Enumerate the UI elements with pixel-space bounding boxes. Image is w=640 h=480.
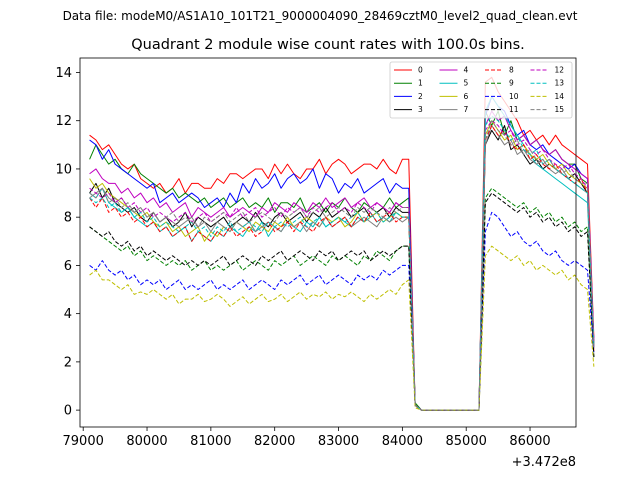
legend-label-3: 3 [418, 105, 423, 114]
legend-label-10: 10 [509, 92, 519, 101]
x-tick-label: 83000 [318, 434, 359, 449]
y-tick-label: 2 [64, 355, 72, 370]
legend-label-6: 6 [464, 92, 469, 101]
series-line-12 [89, 120, 595, 411]
series-line-3 [89, 125, 595, 411]
series-line-4 [89, 110, 595, 411]
legend-label-11: 11 [509, 105, 519, 114]
legend-label-12: 12 [555, 66, 565, 75]
legend-label-1: 1 [418, 79, 423, 88]
x-tick-label: 82000 [254, 434, 295, 449]
series-line-15 [89, 120, 595, 411]
x-tick-label: 86000 [509, 434, 550, 449]
series-line-6 [89, 120, 595, 411]
series-line-13 [89, 115, 595, 411]
chart-title: Quadrant 2 module wise count rates with … [131, 37, 525, 53]
axes-layer: 79000 80000 81000 82000 83000 84000 85000 86000… [55, 57, 577, 449]
series-line-11 [89, 192, 595, 411]
x-tick-label: 81000 [190, 434, 231, 449]
series-layer [89, 76, 595, 411]
legend-label-7: 7 [464, 105, 469, 114]
y-tick-label: 4 [64, 307, 72, 322]
series-line-10 [89, 211, 595, 411]
plot-frame [79, 57, 577, 428]
legend-label-5: 5 [464, 79, 469, 88]
y-tick-label: 10 [55, 162, 72, 177]
series-line-8 [89, 125, 595, 411]
series-line-0 [89, 76, 595, 411]
series-line-7 [89, 125, 595, 411]
legend-label-8: 8 [509, 66, 514, 75]
y-tick-label: 6 [64, 259, 72, 274]
x-tick-label: 79000 [63, 434, 104, 449]
x-offset-label: +3.472e8 [512, 455, 576, 470]
y-tick-label: 12 [55, 114, 72, 129]
legend-label-13: 13 [555, 79, 565, 88]
x-tick-label: 85000 [446, 434, 487, 449]
y-tick-label: 14 [55, 66, 72, 81]
legend-label-15: 15 [555, 105, 565, 114]
legend-label-4: 4 [464, 66, 469, 75]
x-tick-label: 84000 [382, 434, 423, 449]
x-tick-label: 80000 [126, 434, 167, 449]
legend-label-9: 9 [509, 79, 514, 88]
y-tick-label: 8 [64, 211, 72, 226]
legend-label-2: 2 [418, 92, 423, 101]
series-line-1 [89, 110, 595, 411]
chart-suptitle: Data file: modeM0/AS1A10_101T21_90000040… [63, 9, 578, 23]
legend-box [389, 61, 573, 119]
legend-label-0: 0 [418, 66, 423, 75]
legend-label-14: 14 [555, 92, 565, 101]
y-tick-label: 0 [64, 404, 72, 419]
series-line-14 [89, 245, 595, 411]
